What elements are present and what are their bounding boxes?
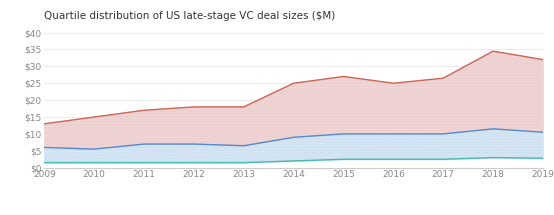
Legend: 75th percentile, Median, 25th percentile: 75th percentile, Median, 25th percentile bbox=[177, 212, 411, 215]
Text: Quartile distribution of US late-stage VC deal sizes ($M): Quartile distribution of US late-stage V… bbox=[44, 11, 336, 21]
